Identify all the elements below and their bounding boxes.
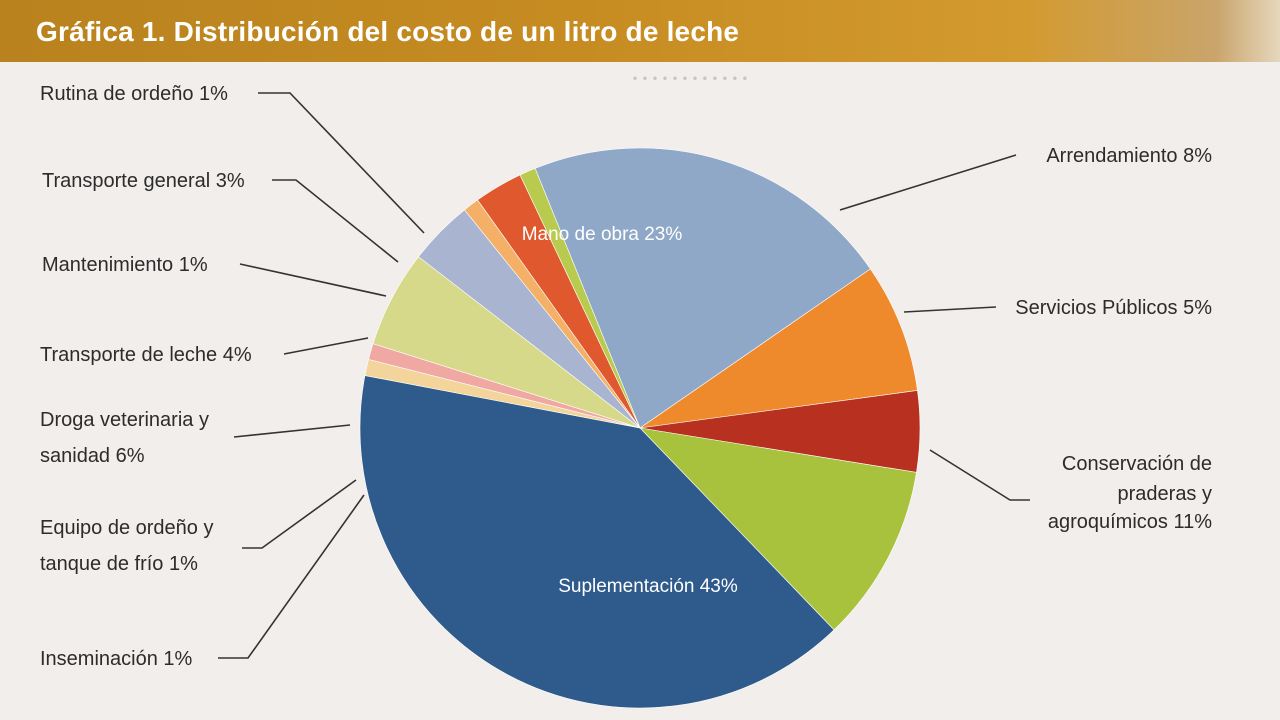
pie-slices xyxy=(359,147,921,709)
label-servicios: Servicios Públicos 5% xyxy=(1015,297,1212,319)
pie-slice-4 xyxy=(359,375,835,709)
leader-arrendamiento xyxy=(839,154,1017,211)
label-conservacion-line2: praderas y xyxy=(1118,483,1213,505)
label-rutina: Rutina de ordeño 1% xyxy=(40,83,228,105)
label-mano-obra: Mano de obra 23% xyxy=(522,224,683,245)
chart-title: Gráfica 1. Distribución del costo de un … xyxy=(36,16,740,47)
pie-slice-1 xyxy=(639,268,918,429)
leader-equipo xyxy=(242,479,357,549)
label-arrendamiento: Arrendamiento 8% xyxy=(1046,145,1212,167)
outer-labels: Rutina de ordeño 1% Transporte general 3… xyxy=(40,83,1212,670)
label-mantenimiento: Mantenimiento 1% xyxy=(42,254,208,276)
leader-mantenimiento xyxy=(239,263,387,297)
label-inseminacion: Inseminación 1% xyxy=(40,648,193,670)
label-droga-line2: sanidad 6% xyxy=(40,445,145,467)
leader-conservacion xyxy=(929,449,1030,501)
leader-servicios xyxy=(903,306,997,313)
leader-transporte-general xyxy=(272,179,399,263)
figure-header: Gráfica 1. Distribución del costo de un … xyxy=(0,0,1280,62)
leader-lines xyxy=(218,92,1030,659)
label-suplementacion: Suplementación 43% xyxy=(558,576,738,597)
pie-slice-11 xyxy=(519,167,641,429)
pie-slice-0 xyxy=(534,147,871,429)
inner-labels: Mano de obra 23% Suplementación 43% xyxy=(522,224,738,597)
label-equipo-line1: Equipo de ordeño y xyxy=(40,517,213,539)
label-conservacion-line1: Conservación de xyxy=(1062,453,1212,475)
leader-rutina xyxy=(258,92,425,234)
label-equipo-line2: tanque de frío 1% xyxy=(40,553,198,575)
leader-droga xyxy=(233,424,351,438)
label-conservacion-line3: agroquímicos 11% xyxy=(1048,511,1212,533)
label-transporte-general: Transporte general 3% xyxy=(42,170,245,192)
pie-slice-3 xyxy=(639,427,917,631)
label-transporte-leche: Transporte de leche 4% xyxy=(40,344,252,366)
label-droga-line1: Droga veterinaria y xyxy=(40,409,209,431)
leader-transporte-leche xyxy=(283,337,369,355)
leader-inseminacion xyxy=(218,494,365,659)
